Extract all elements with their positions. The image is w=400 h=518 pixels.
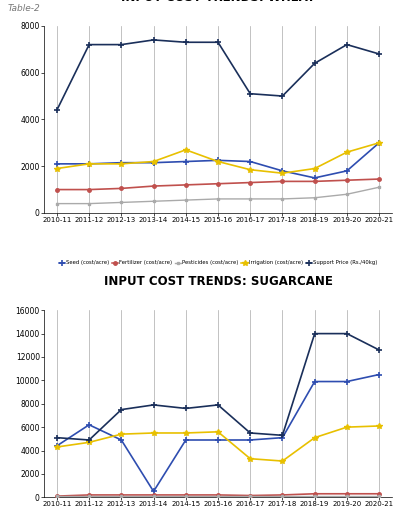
Title: INPUT COST TRENDS: WHEAT: INPUT COST TRENDS: WHEAT — [121, 0, 315, 4]
Legend: Seed (cost/acre), Fertilizer (cost/acre), Pesticides (cost/acre), Irrigation (co: Seed (cost/acre), Fertilizer (cost/acre)… — [59, 261, 377, 266]
Title: INPUT COST TRENDS: SUGARCANE: INPUT COST TRENDS: SUGARCANE — [104, 275, 332, 288]
Text: Table-2: Table-2 — [8, 4, 41, 12]
